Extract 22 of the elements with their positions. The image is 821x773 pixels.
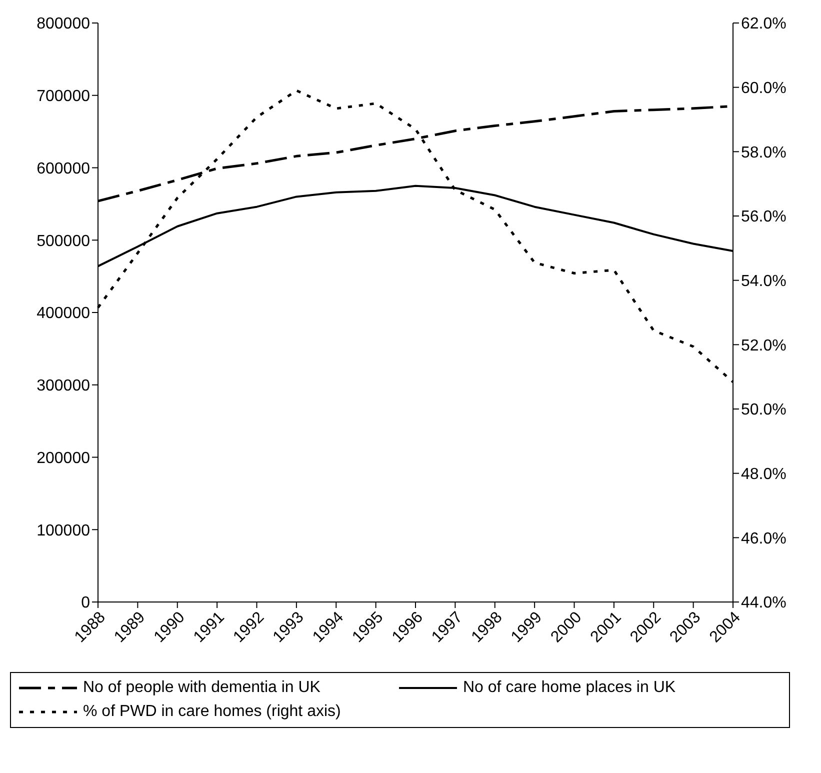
y-tick-label: 100000 xyxy=(36,522,90,540)
y2-tick-label: 54.0% xyxy=(741,273,786,290)
y-tick-label: 700000 xyxy=(36,88,90,106)
y2-tick-label: 50.0% xyxy=(741,402,786,419)
y2-tick-label: 56.0% xyxy=(741,208,786,226)
legend-label: No of people with dementia in UK xyxy=(83,679,320,697)
y2-tick-label: 62.0% xyxy=(741,16,786,33)
legend-label: No of care home places in UK xyxy=(463,679,676,697)
y-tick-label: 800000 xyxy=(36,16,90,33)
y2-tick-label: 46.0% xyxy=(741,530,786,548)
y2-tick-label: 44.0% xyxy=(741,594,786,612)
y-tick-label: 500000 xyxy=(36,232,90,250)
y-tick-label: 300000 xyxy=(36,378,90,395)
y-tick-label: 600000 xyxy=(36,160,90,178)
y2-tick-label: 60.0% xyxy=(741,80,786,98)
y2-tick-label: 58.0% xyxy=(741,144,786,162)
y2-tick-label: 52.0% xyxy=(741,337,786,354)
y-tick-label: 400000 xyxy=(36,305,90,322)
y2-tick-label: 48.0% xyxy=(741,466,786,484)
y-tick-label: 0 xyxy=(81,594,90,612)
legend-label: % of PWD in care homes (right axis) xyxy=(83,703,341,721)
y-tick-label: 200000 xyxy=(36,450,90,467)
